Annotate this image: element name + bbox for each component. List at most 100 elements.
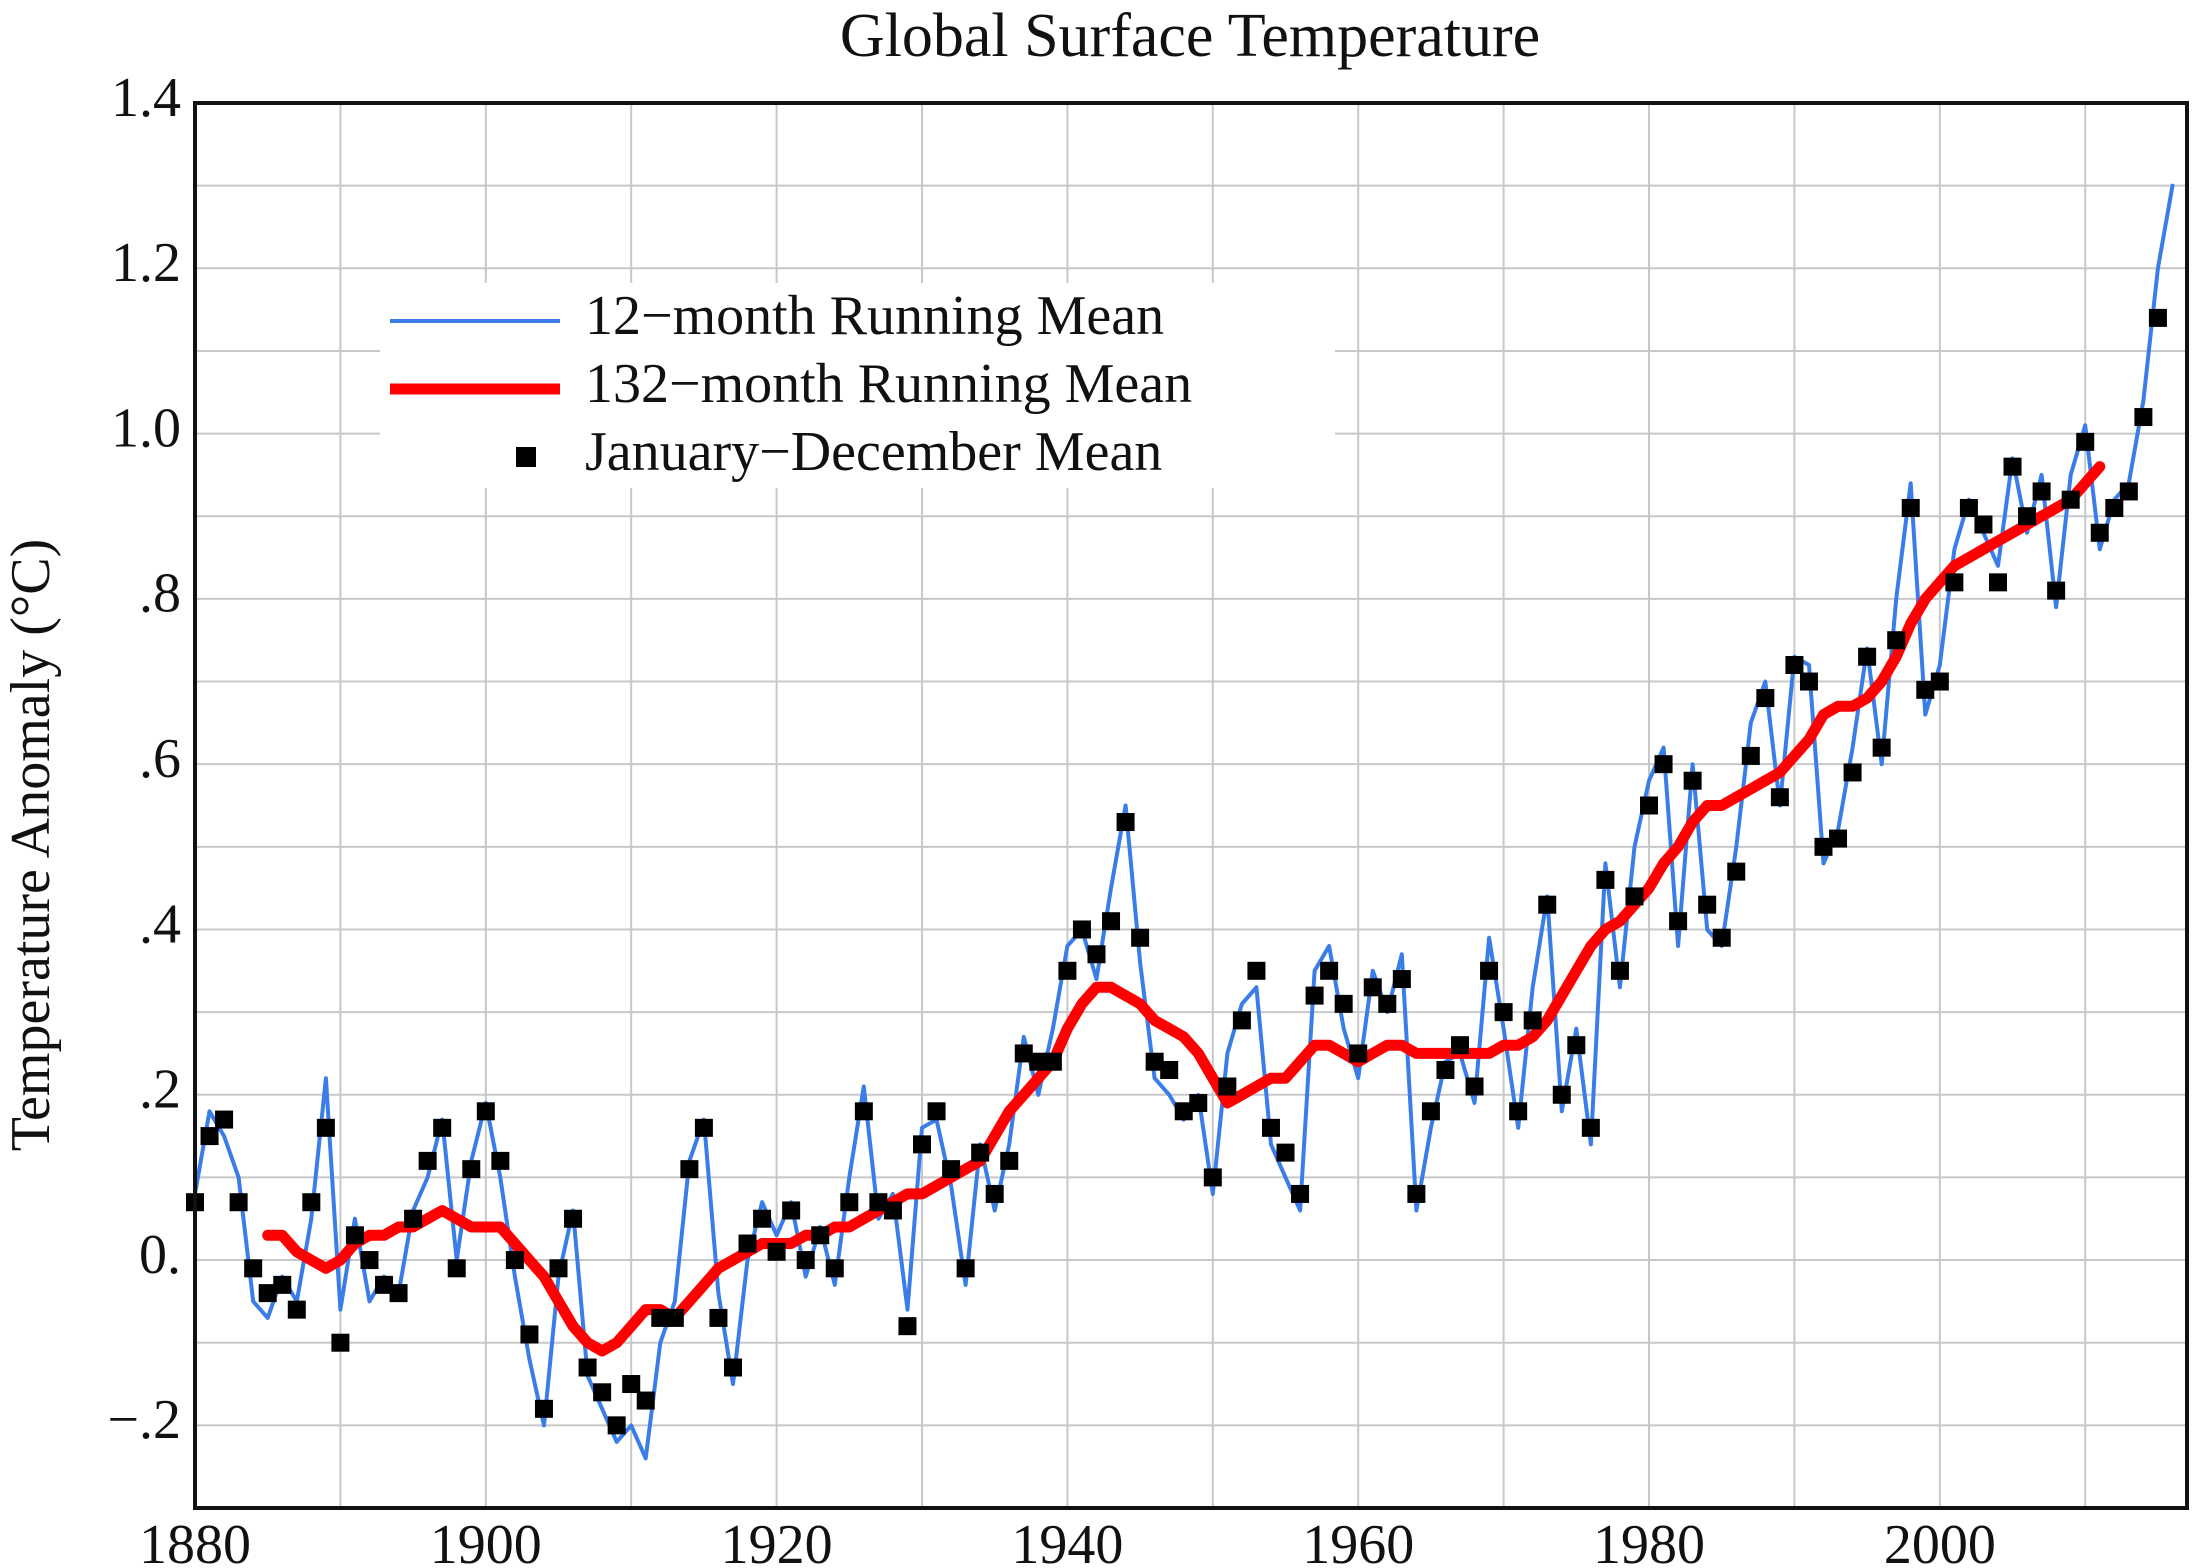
annual-mean-marker (2076, 432, 2095, 451)
annual-mean-marker (331, 1333, 350, 1352)
annual-mean-marker (985, 1184, 1004, 1203)
annual-mean-marker (665, 1308, 684, 1327)
annual-mean-marker (1131, 928, 1150, 947)
annual-mean-marker (1305, 986, 1324, 1005)
annual-mean-marker (1625, 887, 1644, 906)
annual-mean-marker (825, 1259, 844, 1278)
annual-mean-marker (564, 1209, 583, 1228)
annual-mean-marker (433, 1118, 452, 1137)
annual-mean-marker (1174, 1102, 1193, 1121)
annual-mean-marker (1945, 573, 1964, 592)
annual-mean-marker (287, 1300, 306, 1319)
annual-mean-marker (404, 1209, 423, 1228)
annual-mean-marker (1102, 912, 1121, 931)
annual-mean-marker (1930, 672, 1949, 691)
annual-mean-marker (1334, 994, 1353, 1013)
annual-mean-marker (549, 1259, 568, 1278)
annual-mean-marker (476, 1102, 495, 1121)
annual-mean-marker (1160, 1060, 1179, 1079)
annual-mean-marker (1814, 837, 1833, 856)
annual-mean-marker (1858, 647, 1877, 666)
annual-mean-marker (1450, 1036, 1469, 1055)
annual-mean-marker (1901, 498, 1920, 517)
annual-mean-marker (796, 1251, 815, 1270)
annual-mean-marker (854, 1102, 873, 1121)
annual-mean-marker (811, 1226, 830, 1245)
y-tick-label: 1.4 (111, 67, 181, 129)
annual-mean-marker (1421, 1102, 1440, 1121)
annual-mean-marker (1523, 1011, 1542, 1030)
annual-mean-marker (1014, 1044, 1033, 1063)
annual-mean-marker (1610, 961, 1629, 980)
annual-mean-marker (1538, 895, 1557, 914)
annual-mean-marker (1567, 1036, 1586, 1055)
annual-mean-marker (753, 1209, 772, 1228)
annual-mean-marker (1392, 970, 1411, 989)
annual-mean-marker (1378, 994, 1397, 1013)
annual-mean-marker (593, 1383, 612, 1402)
y-tick-label: .2 (139, 1059, 181, 1121)
annual-mean-marker (2119, 482, 2138, 501)
annual-mean-marker (389, 1284, 408, 1303)
annual-mean-marker (607, 1416, 626, 1435)
annual-mean-marker (447, 1259, 466, 1278)
annual-mean-marker (2105, 498, 2124, 517)
annual-mean-marker (229, 1193, 248, 1212)
annual-mean-marker (1058, 961, 1077, 980)
y-tick-label: 0. (139, 1224, 181, 1286)
annual-mean-marker (1087, 945, 1106, 964)
annual-mean-marker (622, 1375, 641, 1394)
annual-mean-marker (1712, 928, 1731, 947)
annual-mean-marker (723, 1358, 742, 1377)
annual-mean-marker (505, 1251, 524, 1270)
annual-mean-marker (491, 1151, 510, 1170)
y-tick-label: 1.2 (111, 232, 181, 294)
annual-mean-marker (883, 1201, 902, 1220)
annual-mean-marker (1320, 961, 1339, 980)
annual-mean-marker (840, 1193, 859, 1212)
annual-mean-marker (2047, 581, 2066, 600)
annual-mean-marker (1000, 1151, 1019, 1170)
annual-mean-marker (1363, 978, 1382, 997)
x-tick-label: 2000 (1884, 1514, 1996, 1568)
legend-label: 12−month Running Mean (585, 285, 1164, 347)
x-tick-label: 1920 (721, 1514, 833, 1568)
annual-mean-marker (1232, 1011, 1251, 1030)
annual-mean-marker (1189, 1094, 1208, 1113)
y-tick-label: .4 (139, 893, 181, 955)
annual-mean-marker (462, 1160, 481, 1179)
annual-mean-marker (709, 1308, 728, 1327)
y-axis-label: Temperature Anomaly (°C) (0, 539, 62, 1152)
annual-mean-marker (200, 1127, 219, 1146)
annual-mean-marker (1116, 813, 1135, 832)
annual-mean-marker (2032, 482, 2051, 501)
x-tick-label: 1940 (1011, 1514, 1123, 1568)
y-tick-label: .6 (139, 728, 181, 790)
annual-mean-marker (2018, 507, 2037, 526)
annual-mean-marker (1465, 1077, 1484, 1096)
annual-mean-marker (2148, 308, 2167, 327)
annual-mean-marker (1959, 498, 1978, 517)
annual-mean-marker (1436, 1060, 1455, 1079)
annual-mean-marker (1872, 738, 1891, 757)
x-tick-label: 1960 (1302, 1514, 1414, 1568)
y-tick-label: 1.0 (111, 397, 181, 459)
annual-mean-marker (738, 1234, 757, 1253)
annual-mean-marker (215, 1110, 234, 1129)
annual-mean-marker (1974, 515, 1993, 534)
annual-mean-marker (1494, 1003, 1513, 1022)
annual-mean-marker (1829, 829, 1848, 848)
annual-mean-marker (680, 1160, 699, 1179)
x-tick-label: 1900 (430, 1514, 542, 1568)
annual-mean-marker (913, 1135, 932, 1154)
annual-mean-marker (1029, 1052, 1048, 1071)
annual-mean-marker (1480, 961, 1499, 980)
annual-mean-marker (1043, 1052, 1062, 1071)
annual-mean-marker (1596, 870, 1615, 889)
x-tick-label: 1880 (139, 1514, 251, 1568)
plot-frame (193, 101, 2189, 1510)
annual-mean-marker (1669, 912, 1688, 931)
annual-mean-marker (1741, 746, 1760, 765)
annual-mean-marker (869, 1193, 888, 1212)
annual-mean-marker (1276, 1143, 1295, 1162)
